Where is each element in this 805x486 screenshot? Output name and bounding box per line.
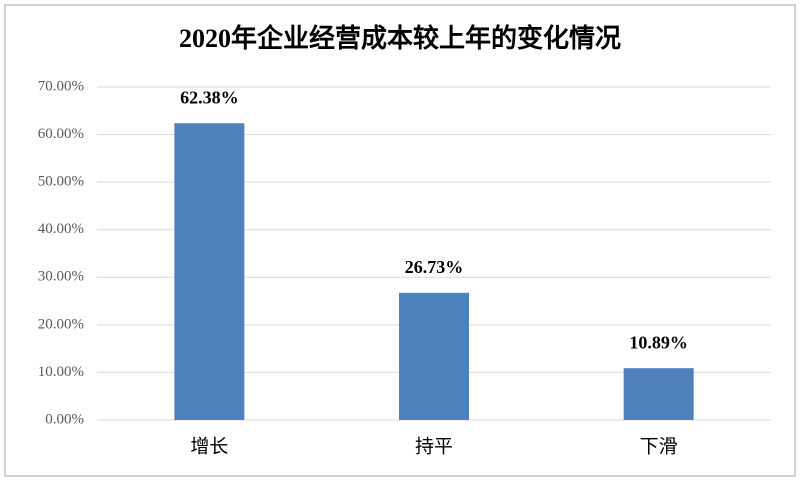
bar (174, 123, 245, 421)
x-tick-label: 下滑 (640, 436, 678, 458)
bar (399, 292, 469, 420)
value-label: 26.73% (405, 257, 464, 277)
y-tick-label: 10.00% (38, 364, 84, 380)
value-label: 10.89% (629, 332, 688, 352)
y-tick-label: 60.00% (38, 126, 84, 142)
y-tick-label: 0.00% (45, 411, 84, 427)
x-tick-label: 增长 (190, 436, 228, 458)
y-tick-label: 20.00% (38, 316, 84, 332)
x-tick-label: 持平 (415, 436, 453, 458)
y-tick-label: 30.00% (38, 269, 84, 285)
bar (623, 368, 694, 420)
y-tick-label: 70.00% (38, 78, 84, 94)
y-tick-label: 50.00% (38, 174, 84, 190)
y-tick-label: 40.00% (38, 221, 84, 237)
chart-title: 2020年企业经营成本较上年的变化情况 (179, 23, 621, 53)
value-label: 62.38% (180, 87, 239, 107)
